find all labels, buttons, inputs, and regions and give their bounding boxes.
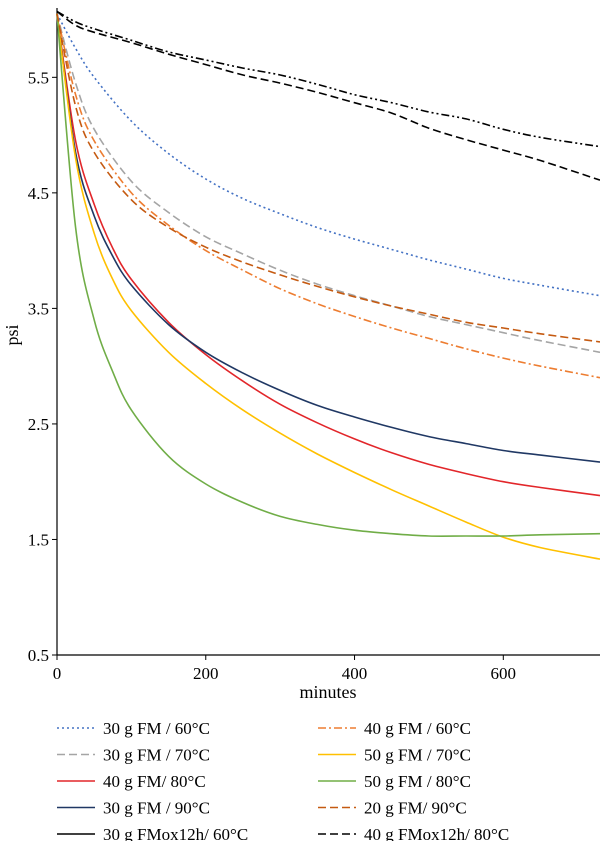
x-tick-label: 600 [491, 664, 517, 683]
legend-label: 30 g FMox12h/ 60°C [103, 825, 248, 841]
series-line-0 [56, 13, 600, 297]
chart-axes: 0.5 1.5 2.5 3.5 4.5 5.5 0 200 400 600 [28, 8, 600, 683]
series-line-2 [56, 13, 600, 497]
series-line-5 [56, 13, 600, 379]
legend-label: 40 g FM / 60°C [364, 719, 471, 738]
legend-label: 30 g FM / 60°C [103, 719, 210, 738]
legend-label: 50 g FM / 80°C [364, 772, 471, 791]
legend-label: 30 g FM / 90°C [103, 799, 210, 818]
legend-label: 30 g FM / 70°C [103, 746, 210, 765]
series-line-6 [56, 13, 600, 560]
legend-label: 50 g FM / 70°C [364, 746, 471, 765]
x-tick-label: 400 [342, 664, 368, 683]
x-tick-label: 0 [53, 664, 62, 683]
legend-label: 20 g FM/ 90°C [364, 799, 467, 818]
series-line-7 [56, 13, 600, 537]
x-tick-label: 200 [193, 664, 219, 683]
legend-label: 40 g FM/ 80°C [103, 772, 206, 791]
x-axis-label: minutes [300, 682, 357, 702]
series-line-1 [56, 13, 600, 354]
y-tick-label: 4.5 [28, 184, 49, 203]
y-axis-label: psi [2, 324, 22, 345]
y-tick-label: 3.5 [28, 299, 49, 318]
y-tick-label: 5.5 [28, 68, 49, 87]
series-layer [56, 10, 600, 560]
series-line-9 [56, 10, 600, 181]
y-tick-label: 1.5 [28, 530, 49, 549]
legend-label: 40 g FMox12h/ 80°C [364, 825, 509, 841]
series-line-3 [56, 13, 600, 463]
series-line-10 [56, 10, 600, 148]
chart-legend: 30 g FM / 60°C 30 g FM / 70°C 40 g FM/ 80°… [57, 719, 509, 841]
y-tick-label: 2.5 [28, 415, 49, 434]
y-tick-label: 0.5 [28, 646, 49, 665]
series-line-8 [56, 13, 600, 343]
